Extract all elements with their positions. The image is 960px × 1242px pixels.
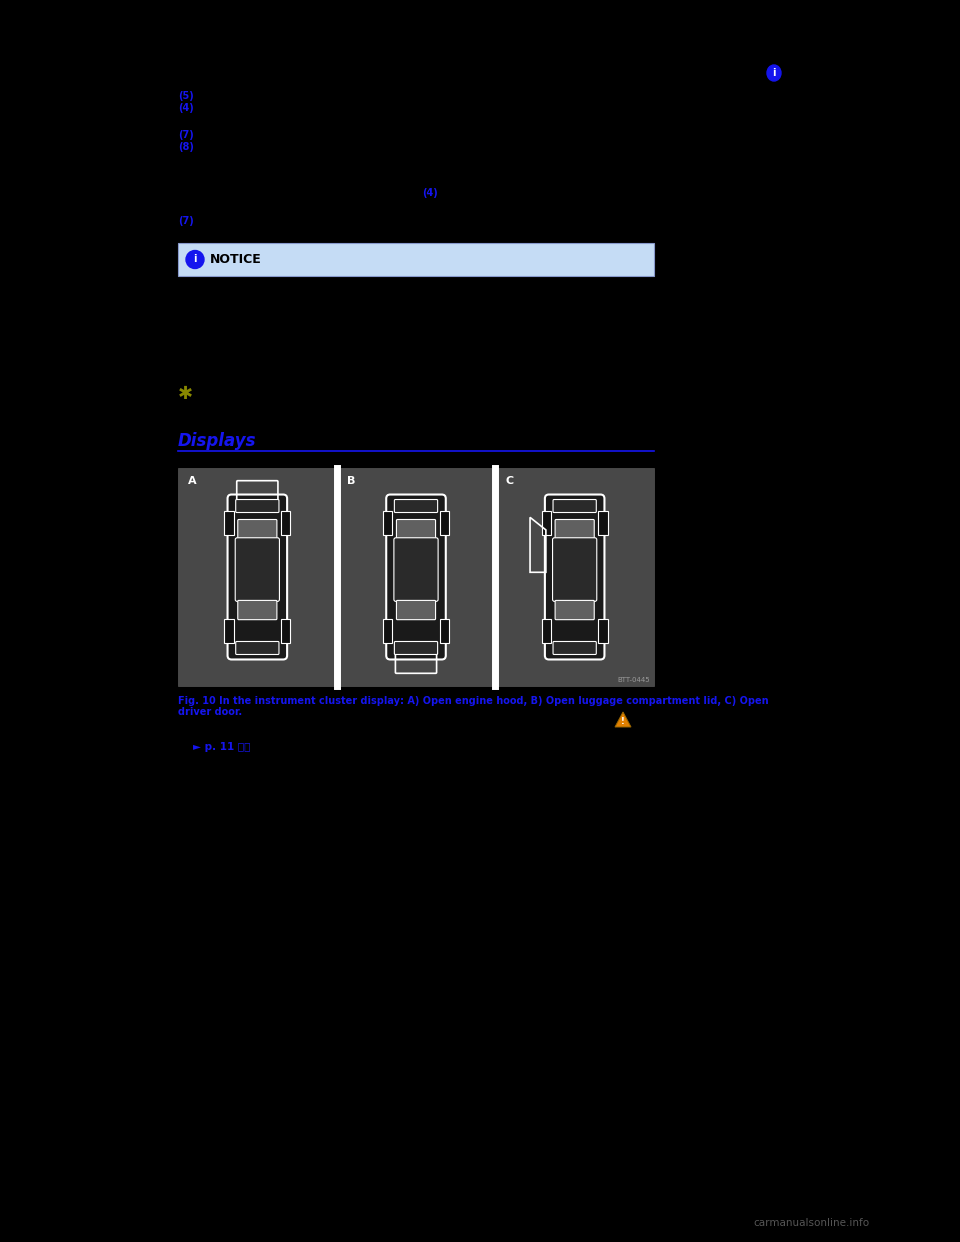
FancyBboxPatch shape (555, 519, 594, 539)
FancyBboxPatch shape (178, 468, 654, 686)
FancyBboxPatch shape (281, 510, 290, 534)
FancyBboxPatch shape (281, 620, 290, 643)
FancyBboxPatch shape (225, 510, 233, 534)
Text: (7): (7) (178, 216, 194, 226)
FancyBboxPatch shape (396, 519, 436, 539)
Text: (8): (8) (178, 142, 194, 152)
FancyBboxPatch shape (236, 641, 279, 655)
Text: NOTICE: NOTICE (210, 253, 262, 266)
FancyBboxPatch shape (545, 494, 605, 660)
Text: i: i (193, 255, 197, 265)
FancyBboxPatch shape (396, 600, 436, 620)
FancyBboxPatch shape (553, 641, 596, 655)
Text: (4): (4) (178, 103, 194, 113)
Text: A: A (188, 476, 197, 486)
Text: B: B (347, 476, 355, 486)
Text: BTT-0445: BTT-0445 (617, 677, 650, 683)
FancyBboxPatch shape (394, 538, 438, 601)
Circle shape (186, 251, 204, 268)
FancyBboxPatch shape (228, 494, 287, 660)
Text: driver door.: driver door. (178, 707, 242, 717)
FancyBboxPatch shape (386, 494, 445, 660)
FancyBboxPatch shape (553, 499, 596, 513)
FancyBboxPatch shape (598, 620, 608, 643)
Text: (5): (5) (178, 91, 194, 101)
FancyBboxPatch shape (440, 620, 449, 643)
FancyBboxPatch shape (225, 620, 233, 643)
Text: Fig. 10 In the instrument cluster display: A) Open engine hood, B) Open luggage : Fig. 10 In the instrument cluster displa… (178, 696, 769, 705)
Text: C: C (505, 476, 514, 486)
Text: carmanualsonline.info: carmanualsonline.info (754, 1218, 870, 1228)
FancyBboxPatch shape (553, 538, 597, 601)
FancyBboxPatch shape (395, 641, 438, 655)
FancyBboxPatch shape (395, 499, 438, 513)
Text: !: ! (621, 718, 625, 727)
FancyBboxPatch shape (383, 510, 393, 534)
Ellipse shape (767, 65, 781, 81)
FancyBboxPatch shape (541, 620, 551, 643)
Text: Displays: Displays (178, 432, 256, 450)
FancyBboxPatch shape (238, 519, 276, 539)
Text: ✱: ✱ (178, 385, 193, 402)
Text: i: i (772, 68, 776, 78)
Text: ► p. 11 （）: ► p. 11 （） (193, 741, 251, 751)
Polygon shape (615, 712, 631, 727)
FancyBboxPatch shape (178, 243, 654, 276)
FancyBboxPatch shape (235, 538, 279, 601)
Text: (4): (4) (422, 188, 438, 197)
FancyBboxPatch shape (598, 510, 608, 534)
FancyBboxPatch shape (440, 510, 449, 534)
FancyBboxPatch shape (541, 510, 551, 534)
FancyBboxPatch shape (238, 600, 276, 620)
FancyBboxPatch shape (236, 499, 279, 513)
FancyBboxPatch shape (383, 620, 393, 643)
FancyBboxPatch shape (555, 600, 594, 620)
Text: (7): (7) (178, 130, 194, 140)
